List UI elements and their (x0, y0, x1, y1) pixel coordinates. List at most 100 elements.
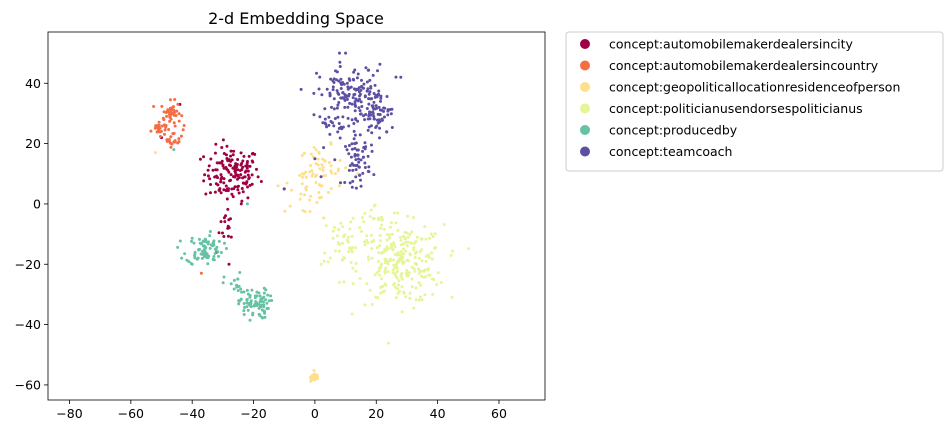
data-point (219, 177, 223, 181)
data-point (347, 168, 351, 172)
data-point (309, 163, 313, 167)
data-point (258, 294, 262, 298)
data-point (400, 277, 404, 281)
data-point (260, 303, 264, 307)
data-point (301, 172, 305, 176)
data-point (321, 157, 325, 161)
data-point (228, 217, 232, 221)
data-point (338, 60, 342, 64)
data-point (282, 187, 286, 191)
data-point (374, 295, 378, 299)
data-point (300, 153, 304, 157)
data-point (328, 91, 332, 95)
data-point (176, 141, 180, 145)
data-point (270, 299, 274, 303)
data-point (439, 280, 443, 284)
data-point (371, 73, 375, 77)
data-point (325, 125, 329, 129)
data-point (302, 151, 306, 155)
data-point (309, 194, 313, 198)
data-point (424, 237, 428, 241)
data-point (354, 269, 358, 273)
data-point (380, 215, 384, 219)
data-point (423, 275, 427, 279)
data-point (333, 158, 337, 162)
data-point (420, 248, 424, 252)
data-point (413, 252, 417, 256)
data-point (378, 136, 382, 140)
data-point (173, 124, 177, 128)
data-point (216, 176, 220, 180)
data-point (352, 137, 356, 141)
data-point (390, 232, 394, 236)
data-point (358, 109, 362, 113)
data-point (323, 121, 327, 125)
data-point (240, 161, 244, 165)
data-point (396, 251, 400, 255)
data-point (383, 249, 387, 253)
data-point (227, 262, 231, 266)
data-point (400, 285, 404, 289)
data-point (337, 122, 341, 126)
data-point (319, 262, 323, 266)
data-point (390, 107, 394, 111)
data-point (418, 250, 422, 254)
data-point (229, 149, 233, 153)
data-point (241, 181, 245, 185)
data-point (394, 221, 398, 225)
data-point (321, 168, 325, 172)
data-point (378, 244, 382, 248)
data-point (208, 177, 212, 181)
data-point (419, 283, 423, 287)
data-point (335, 234, 339, 238)
data-point (382, 289, 386, 293)
data-point (370, 247, 374, 251)
data-point (339, 181, 342, 185)
data-point (375, 106, 379, 110)
data-point (229, 173, 233, 177)
data-point (388, 225, 392, 229)
data-point (360, 216, 364, 220)
data-point (361, 171, 365, 175)
data-point (170, 142, 174, 146)
data-point (241, 165, 245, 169)
data-point (200, 256, 204, 260)
data-point (300, 182, 304, 186)
data-point (222, 166, 226, 170)
data-point (369, 85, 373, 89)
data-point (263, 315, 267, 319)
data-point (258, 313, 262, 317)
data-point (410, 277, 414, 281)
data-point (376, 260, 380, 264)
data-point (244, 169, 248, 173)
data-point (382, 115, 386, 119)
data-point (386, 113, 390, 117)
data-point (344, 145, 347, 149)
data-point (201, 252, 205, 256)
data-point (161, 116, 165, 120)
data-point (347, 92, 351, 96)
data-point (175, 109, 179, 113)
y-tick-label: −60 (15, 377, 41, 392)
data-point (239, 202, 243, 206)
data-point (202, 155, 206, 159)
data-point (221, 231, 225, 235)
data-point (417, 281, 421, 285)
data-point (360, 105, 364, 108)
data-point (214, 248, 218, 252)
data-point (173, 98, 177, 102)
axes-layer: −80 −60 −40 −20 0 20 40 60 −60 −40 −20 0 20 40 (15, 31, 546, 421)
data-point (283, 209, 287, 213)
data-point (341, 115, 345, 119)
data-point (298, 197, 302, 201)
data-point (328, 94, 332, 98)
data-point (212, 239, 216, 243)
y-tick-label: 40 (25, 76, 41, 91)
data-point (401, 262, 405, 266)
data-point (369, 208, 373, 212)
data-point (412, 246, 416, 250)
data-point (383, 261, 387, 265)
data-point (157, 120, 161, 124)
data-point (219, 251, 223, 255)
data-point (386, 341, 390, 345)
